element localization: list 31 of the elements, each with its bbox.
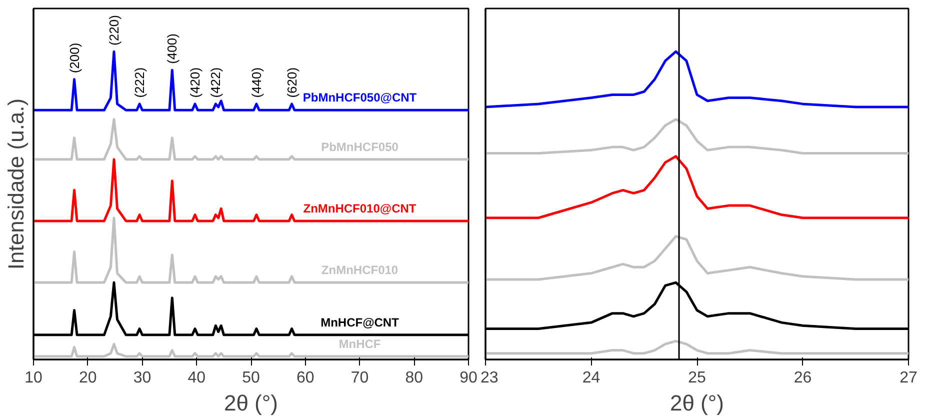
x-tick-label: 70 <box>350 370 369 386</box>
x-tick-label: 20 <box>78 370 97 386</box>
x-tick-label: 90 <box>460 370 478 386</box>
annotation: (620) <box>284 67 300 98</box>
annotation: (422) <box>208 67 224 98</box>
annotation: (220) <box>106 15 122 46</box>
x-tick-label: 50 <box>242 370 260 386</box>
series-label: PbMnHCF050@CNT <box>302 90 418 105</box>
series-label: MnHCF@CNT <box>320 315 400 330</box>
x-tick-label: 30 <box>133 370 152 386</box>
x-axis-title: 2θ (°) <box>224 390 278 416</box>
x-tick-label: 26 <box>794 370 812 386</box>
annotation: (200) <box>66 42 82 74</box>
annotation: (222) <box>132 67 148 98</box>
series-label: ZnMnHCF010@CNT <box>303 201 417 216</box>
x-tick-label: 25 <box>688 370 706 386</box>
x-axis-title: 2θ (°) <box>670 390 724 416</box>
annotation: (400) <box>164 34 180 64</box>
series-label: ZnMnHCF010 <box>321 262 398 277</box>
series-label: PbMnHCF050 <box>321 140 399 154</box>
annotation: (440) <box>248 67 264 98</box>
x-tick-label: 40 <box>188 370 206 386</box>
x-tick-label: 60 <box>296 370 314 386</box>
x-tick-label: 27 <box>900 370 918 386</box>
series-label: MnHCF <box>338 336 381 351</box>
y-axis-title: Intensidade (u.a.) <box>4 98 28 270</box>
annotation: (420) <box>187 67 202 98</box>
x-tick-label: 24 <box>582 370 600 386</box>
x-tick-label: 23 <box>480 370 498 386</box>
x-tick-label: 10 <box>24 370 42 386</box>
x-tick-label: 80 <box>405 370 424 386</box>
